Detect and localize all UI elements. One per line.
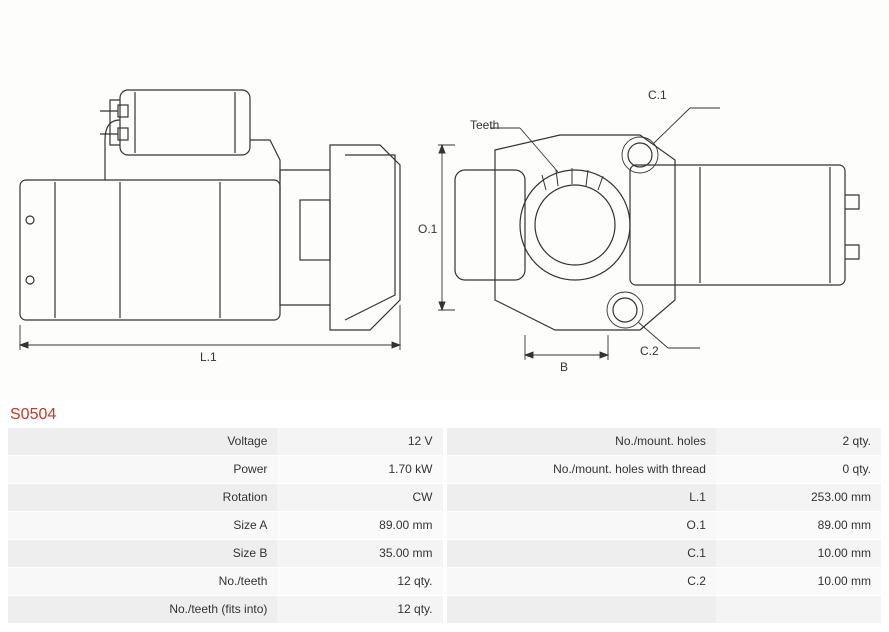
spec-value: 1.70 kW: [277, 456, 442, 483]
spec-row: Size B35.00 mm: [8, 540, 443, 567]
spec-value: 35.00 mm: [277, 540, 442, 567]
spec-row: No./mount. holes2 qty.: [447, 428, 882, 455]
spec-key: Size A: [8, 512, 277, 539]
spec-tables: Voltage12 VPower1.70 kWRotationCWSize A8…: [0, 428, 889, 632]
spec-row: C.210.00 mm: [447, 568, 882, 595]
spec-key: Voltage: [8, 428, 277, 455]
spec-key: Power: [8, 456, 277, 483]
spec-key: L.1: [447, 484, 716, 511]
spec-row: RotationCW: [8, 484, 443, 511]
spec-row: C.110.00 mm: [447, 540, 882, 567]
spec-column-left: Voltage12 VPower1.70 kWRotationCWSize A8…: [8, 428, 443, 624]
spec-value: [716, 596, 881, 623]
spec-key: [447, 596, 716, 623]
dim-label-O1: O.1: [418, 222, 437, 236]
spec-key: No./mount. holes: [447, 428, 716, 455]
spec-key: No./mount. holes with thread: [447, 456, 716, 483]
spec-key: C.1: [447, 540, 716, 567]
spec-value: 10.00 mm: [716, 540, 881, 567]
spec-value: 12 qty.: [277, 568, 442, 595]
dim-label-C1: C.1: [648, 88, 667, 102]
spec-value: 0 qty.: [716, 456, 881, 483]
spec-value: 253.00 mm: [716, 484, 881, 511]
spec-key: No./teeth: [8, 568, 277, 595]
part-number: S0504: [0, 400, 889, 428]
spec-key: C.2: [447, 568, 716, 595]
spec-value: 12 V: [277, 428, 442, 455]
spec-key: Size B: [8, 540, 277, 567]
spec-column-right: No./mount. holes2 qty.No./mount. holes w…: [447, 428, 882, 624]
spec-value: 89.00 mm: [716, 512, 881, 539]
dim-label-L1: L.1: [200, 350, 217, 364]
spec-value: 89.00 mm: [277, 512, 442, 539]
spec-value: 2 qty.: [716, 428, 881, 455]
technical-diagram: L.1 O.1 B C.1 C.2 Teeth: [0, 0, 889, 400]
spec-row: O.189.00 mm: [447, 512, 882, 539]
spec-key: Rotation: [8, 484, 277, 511]
spec-row: No./teeth (fits into)12 qty.: [8, 596, 443, 623]
spec-row: Power1.70 kW: [8, 456, 443, 483]
spec-row: Size A89.00 mm: [8, 512, 443, 539]
spec-row: L.1253.00 mm: [447, 484, 882, 511]
spec-key: No./teeth (fits into): [8, 596, 277, 623]
spec-row: No./teeth12 qty.: [8, 568, 443, 595]
spec-value: 12 qty.: [277, 596, 442, 623]
starter-motor-drawing: [0, 0, 889, 400]
spec-row: [447, 596, 882, 623]
spec-key: O.1: [447, 512, 716, 539]
spec-value: 10.00 mm: [716, 568, 881, 595]
dim-label-B: B: [560, 360, 568, 374]
dim-label-teeth: Teeth: [470, 118, 499, 132]
dim-label-C2: C.2: [640, 344, 659, 358]
spec-row: Voltage12 V: [8, 428, 443, 455]
spec-row: No./mount. holes with thread0 qty.: [447, 456, 882, 483]
spec-value: CW: [277, 484, 442, 511]
